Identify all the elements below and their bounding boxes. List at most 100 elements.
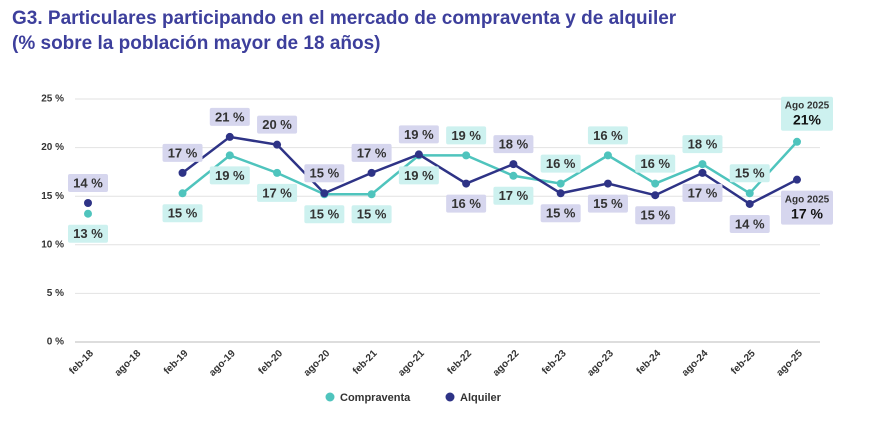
x-tick-label: feb-24 xyxy=(635,348,664,377)
label-box xyxy=(587,126,628,145)
point xyxy=(367,168,376,177)
value-label: 19 % xyxy=(446,126,487,145)
point xyxy=(462,179,471,188)
value-label: 19 % xyxy=(398,166,439,185)
value-label: 21 % xyxy=(209,107,250,126)
point xyxy=(273,168,282,177)
value-label: 17 % xyxy=(682,183,723,202)
data-label: 16 % xyxy=(451,196,481,211)
data-label: 16 % xyxy=(546,156,576,171)
value-label: 18 % xyxy=(493,135,534,154)
point xyxy=(178,168,187,177)
value-label: 14 % xyxy=(729,214,770,233)
value-label: 15 % xyxy=(587,194,628,213)
data-label: 19 % xyxy=(404,168,434,183)
point xyxy=(556,189,565,198)
value-label: 17 % xyxy=(257,183,298,202)
label-box xyxy=(729,214,770,233)
label-box xyxy=(257,183,298,202)
label-box xyxy=(781,190,833,225)
data-label: 17 % xyxy=(791,205,823,221)
x-tick-label: ago-25 xyxy=(774,348,805,379)
legend-label: Compraventa xyxy=(340,392,411,404)
value-label: 15 % xyxy=(351,205,392,224)
label-box xyxy=(781,96,833,131)
label-box xyxy=(398,125,439,144)
point xyxy=(462,151,471,160)
data-label: 19 % xyxy=(451,128,481,143)
y-tick-label: 15 % xyxy=(41,191,64,202)
data-label: 19 % xyxy=(404,127,434,142)
x-tick-label: feb-19 xyxy=(162,348,191,377)
chart-subtitle: (% sobre la población mayor de 18 años) xyxy=(12,33,381,54)
value-label: 17 % xyxy=(162,143,203,162)
x-tick-label: feb-23 xyxy=(540,348,569,377)
data-label: 18 % xyxy=(688,137,718,152)
data-label: 13 % xyxy=(73,226,103,241)
x-tick-label: feb-22 xyxy=(446,348,475,377)
point xyxy=(603,179,612,188)
label-box xyxy=(351,205,392,224)
point xyxy=(651,179,660,188)
legend-marker xyxy=(325,392,335,402)
data-label: 17 % xyxy=(357,145,387,160)
data-label: 15 % xyxy=(310,207,340,222)
value-label: 18 % xyxy=(682,135,723,154)
x-tick-label: ago-20 xyxy=(302,348,333,379)
data-label: 15 % xyxy=(593,196,623,211)
x-tick-label: ago-18 xyxy=(113,348,144,379)
y-tick-label: 0 % xyxy=(47,337,64,348)
point xyxy=(509,160,518,169)
data-label: 17 % xyxy=(688,185,718,200)
line xyxy=(181,140,798,196)
label-box xyxy=(209,166,250,185)
x-tick-label: ago-22 xyxy=(491,348,522,379)
point xyxy=(367,190,376,199)
point xyxy=(603,151,612,160)
data-label: 18 % xyxy=(499,137,529,152)
data-label: 15 % xyxy=(357,207,387,222)
point xyxy=(225,151,234,160)
y-tick-label: 25 % xyxy=(41,94,64,105)
point xyxy=(745,189,754,198)
value-label: 16 % xyxy=(587,126,628,145)
value-label: 15 % xyxy=(162,204,203,223)
data-label: 14 % xyxy=(735,216,765,231)
point xyxy=(651,191,660,200)
value-label: 19 % xyxy=(209,166,250,185)
label-box xyxy=(446,126,487,145)
label-box xyxy=(493,186,534,205)
point xyxy=(320,189,329,198)
point xyxy=(414,150,423,159)
value-label: 15 % xyxy=(304,205,345,224)
annotation: Ago 2025 xyxy=(785,100,830,111)
x-tick-label: ago-19 xyxy=(207,348,238,379)
data-label: 17 % xyxy=(499,188,529,203)
x-tick-label: ago-23 xyxy=(585,348,616,379)
label-box xyxy=(68,174,108,193)
data-label: 19 % xyxy=(215,168,245,183)
data-label: 17 % xyxy=(262,185,292,200)
point xyxy=(84,199,92,208)
label-box xyxy=(304,205,345,224)
y-tick-label: 10 % xyxy=(41,239,64,250)
value-label: 20 % xyxy=(257,115,298,134)
label-box xyxy=(351,143,392,162)
label-box xyxy=(540,204,581,223)
point xyxy=(509,171,518,180)
x-tick-label: feb-21 xyxy=(351,348,380,377)
data-label: 17 % xyxy=(168,145,198,160)
label-box xyxy=(635,154,676,173)
value-label: 14 % xyxy=(68,174,108,193)
line xyxy=(181,135,798,206)
label-box xyxy=(682,135,723,154)
x-tick-label: ago-21 xyxy=(396,348,427,379)
data-label: 15 % xyxy=(640,208,670,223)
label-box xyxy=(587,194,628,213)
data-label: 15 % xyxy=(310,166,340,181)
data-label: 15 % xyxy=(735,166,765,181)
point xyxy=(556,179,565,188)
label-box xyxy=(68,224,108,243)
